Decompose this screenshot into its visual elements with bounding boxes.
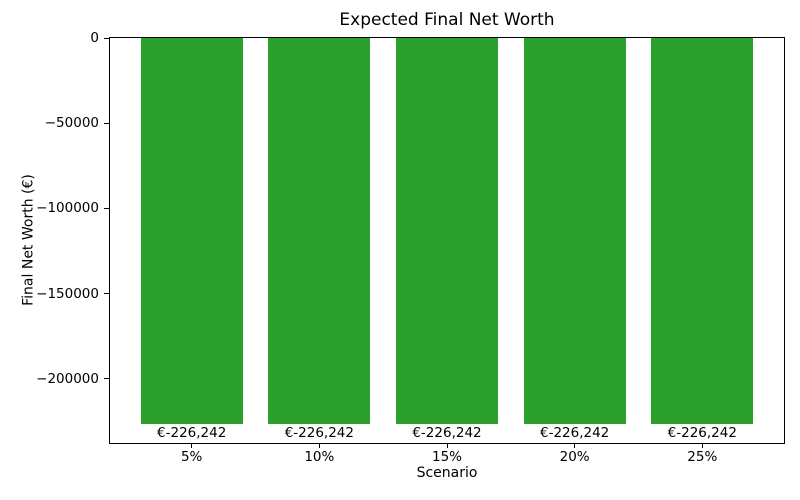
x-tick-mark — [574, 443, 576, 448]
y-tick-mark — [104, 293, 109, 295]
bar — [268, 38, 371, 424]
plot-area: 0 −50000 −100000 −150000 −200000 €-226,242 5% €… — [36, 30, 785, 465]
y-tick-mark — [104, 37, 109, 39]
chart-title: Expected Final Net Worth — [339, 10, 555, 30]
y-tick-mark — [104, 207, 109, 209]
bar — [651, 38, 754, 424]
y-tick-label: −150000 — [36, 285, 99, 302]
x-tick-label: 15% — [431, 449, 462, 465]
y-tick-label: 0 — [90, 30, 99, 46]
x-tick-label: 25% — [687, 449, 718, 465]
y-tick-mark — [104, 122, 109, 124]
bar-value-label: €-226,242 — [412, 424, 482, 441]
y-tick-label: −50000 — [44, 115, 99, 132]
x-tick-label: 10% — [304, 449, 335, 465]
y-axis-label: Final Net Worth (€) — [20, 174, 37, 306]
x-tick-mark — [701, 443, 703, 448]
x-tick-mark — [446, 443, 448, 448]
bar-value-label: €-226,242 — [284, 424, 354, 441]
bar-value-label: €-226,242 — [157, 424, 227, 441]
bar-value-label: €-226,242 — [667, 424, 737, 441]
bar-value-label: €-226,242 — [539, 424, 610, 441]
bar — [140, 38, 243, 424]
x-tick-label: 5% — [180, 449, 203, 465]
bar — [523, 38, 626, 424]
x-tick-mark — [191, 443, 193, 448]
x-axis-label: Scenario — [416, 465, 478, 481]
x-tick-label: 20% — [559, 449, 590, 465]
y-tick-mark — [104, 378, 109, 380]
y-tick-label: −200000 — [36, 370, 99, 387]
x-tick-mark — [318, 443, 320, 448]
y-tick-label: −100000 — [36, 200, 99, 217]
bar — [395, 38, 499, 424]
